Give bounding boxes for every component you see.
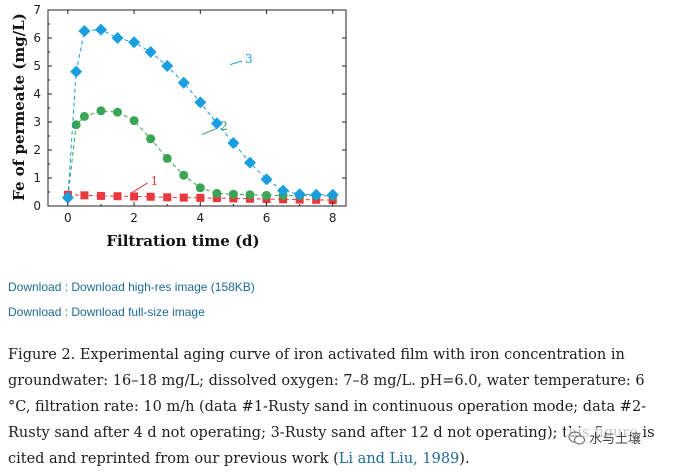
data-point xyxy=(130,192,139,201)
data-point xyxy=(179,170,189,180)
data-point xyxy=(177,76,190,89)
x-tick-label: 8 xyxy=(329,211,337,225)
data-point xyxy=(129,116,139,126)
data-point xyxy=(262,190,272,200)
data-point xyxy=(96,106,106,116)
y-tick-label: 5 xyxy=(33,59,41,73)
series-3: 3 xyxy=(61,23,339,204)
y-tick-label: 0 xyxy=(33,199,41,213)
data-point xyxy=(196,193,205,202)
data-point xyxy=(146,192,155,201)
data-point xyxy=(96,191,105,200)
watermark-text: 水与土壤 xyxy=(589,432,642,447)
x-tick-label: 4 xyxy=(196,211,204,225)
data-point xyxy=(144,46,157,58)
data-point xyxy=(94,23,107,36)
series-label-3: 3 xyxy=(245,52,253,66)
data-point xyxy=(61,191,74,204)
wechat-icon xyxy=(568,430,586,445)
data-point xyxy=(326,188,339,201)
data-point xyxy=(111,32,124,44)
watermark: 水与土壤 xyxy=(566,428,644,447)
series-line-3 xyxy=(67,29,333,198)
data-point xyxy=(78,25,91,37)
data-point xyxy=(113,107,123,117)
caption-end: ). xyxy=(459,451,470,467)
data-point xyxy=(162,153,172,163)
data-point xyxy=(212,194,221,203)
data-point xyxy=(212,188,222,198)
data-point xyxy=(179,193,188,202)
data-point xyxy=(227,137,240,149)
data-point xyxy=(194,96,207,109)
series-line-1 xyxy=(67,194,333,201)
series-label-1: 1 xyxy=(151,174,159,188)
data-point xyxy=(293,188,306,201)
series-2: 2 xyxy=(63,106,338,203)
citation-link[interactable]: Li and Liu, 1989 xyxy=(338,451,460,467)
y-tick-label: 6 xyxy=(33,31,41,45)
y-tick-label: 4 xyxy=(33,87,41,101)
y-tick-label: 2 xyxy=(33,143,41,157)
data-point xyxy=(260,173,273,186)
series-label-leader xyxy=(201,127,218,136)
y-axis-label: Fe of permeate (mg/L) xyxy=(10,13,28,201)
data-point xyxy=(146,134,156,144)
download-high-res-link[interactable]: Download : Download high-res image (158K… xyxy=(8,280,255,294)
data-point xyxy=(195,183,205,193)
data-point xyxy=(79,111,89,121)
y-tick-label: 7 xyxy=(33,3,41,17)
data-point xyxy=(80,191,89,200)
data-point xyxy=(245,190,255,200)
download-full-size-link[interactable]: Download : Download full-size image xyxy=(8,305,205,319)
data-point xyxy=(210,117,223,130)
x-axis-label: Filtration time (d) xyxy=(106,232,259,250)
series-label-leader xyxy=(130,182,148,194)
plot-frame xyxy=(47,9,347,207)
data-point xyxy=(128,36,141,49)
data-point xyxy=(70,65,83,78)
series-label-2: 2 xyxy=(220,119,228,133)
x-tick-label: 6 xyxy=(263,211,271,225)
data-point xyxy=(163,193,172,202)
x-tick-label: 2 xyxy=(130,211,138,225)
figure-caption: Figure 2. Experimental aging curve of ir… xyxy=(8,342,666,472)
x-tick-label: 0 xyxy=(64,211,72,225)
data-point xyxy=(243,156,256,169)
data-point xyxy=(310,188,323,201)
y-tick-label: 3 xyxy=(33,115,41,129)
data-point xyxy=(161,60,174,72)
data-point xyxy=(228,189,238,199)
caption-text: Figure 2. Experimental aging curve of ir… xyxy=(8,347,655,467)
series-label-leader xyxy=(229,60,243,66)
y-tick-label: 1 xyxy=(33,171,41,185)
data-point xyxy=(113,192,122,201)
data-point xyxy=(71,120,81,130)
data-point xyxy=(277,184,290,197)
